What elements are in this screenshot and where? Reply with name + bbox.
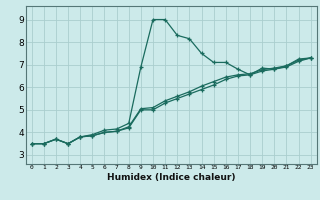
X-axis label: Humidex (Indice chaleur): Humidex (Indice chaleur) [107, 173, 236, 182]
